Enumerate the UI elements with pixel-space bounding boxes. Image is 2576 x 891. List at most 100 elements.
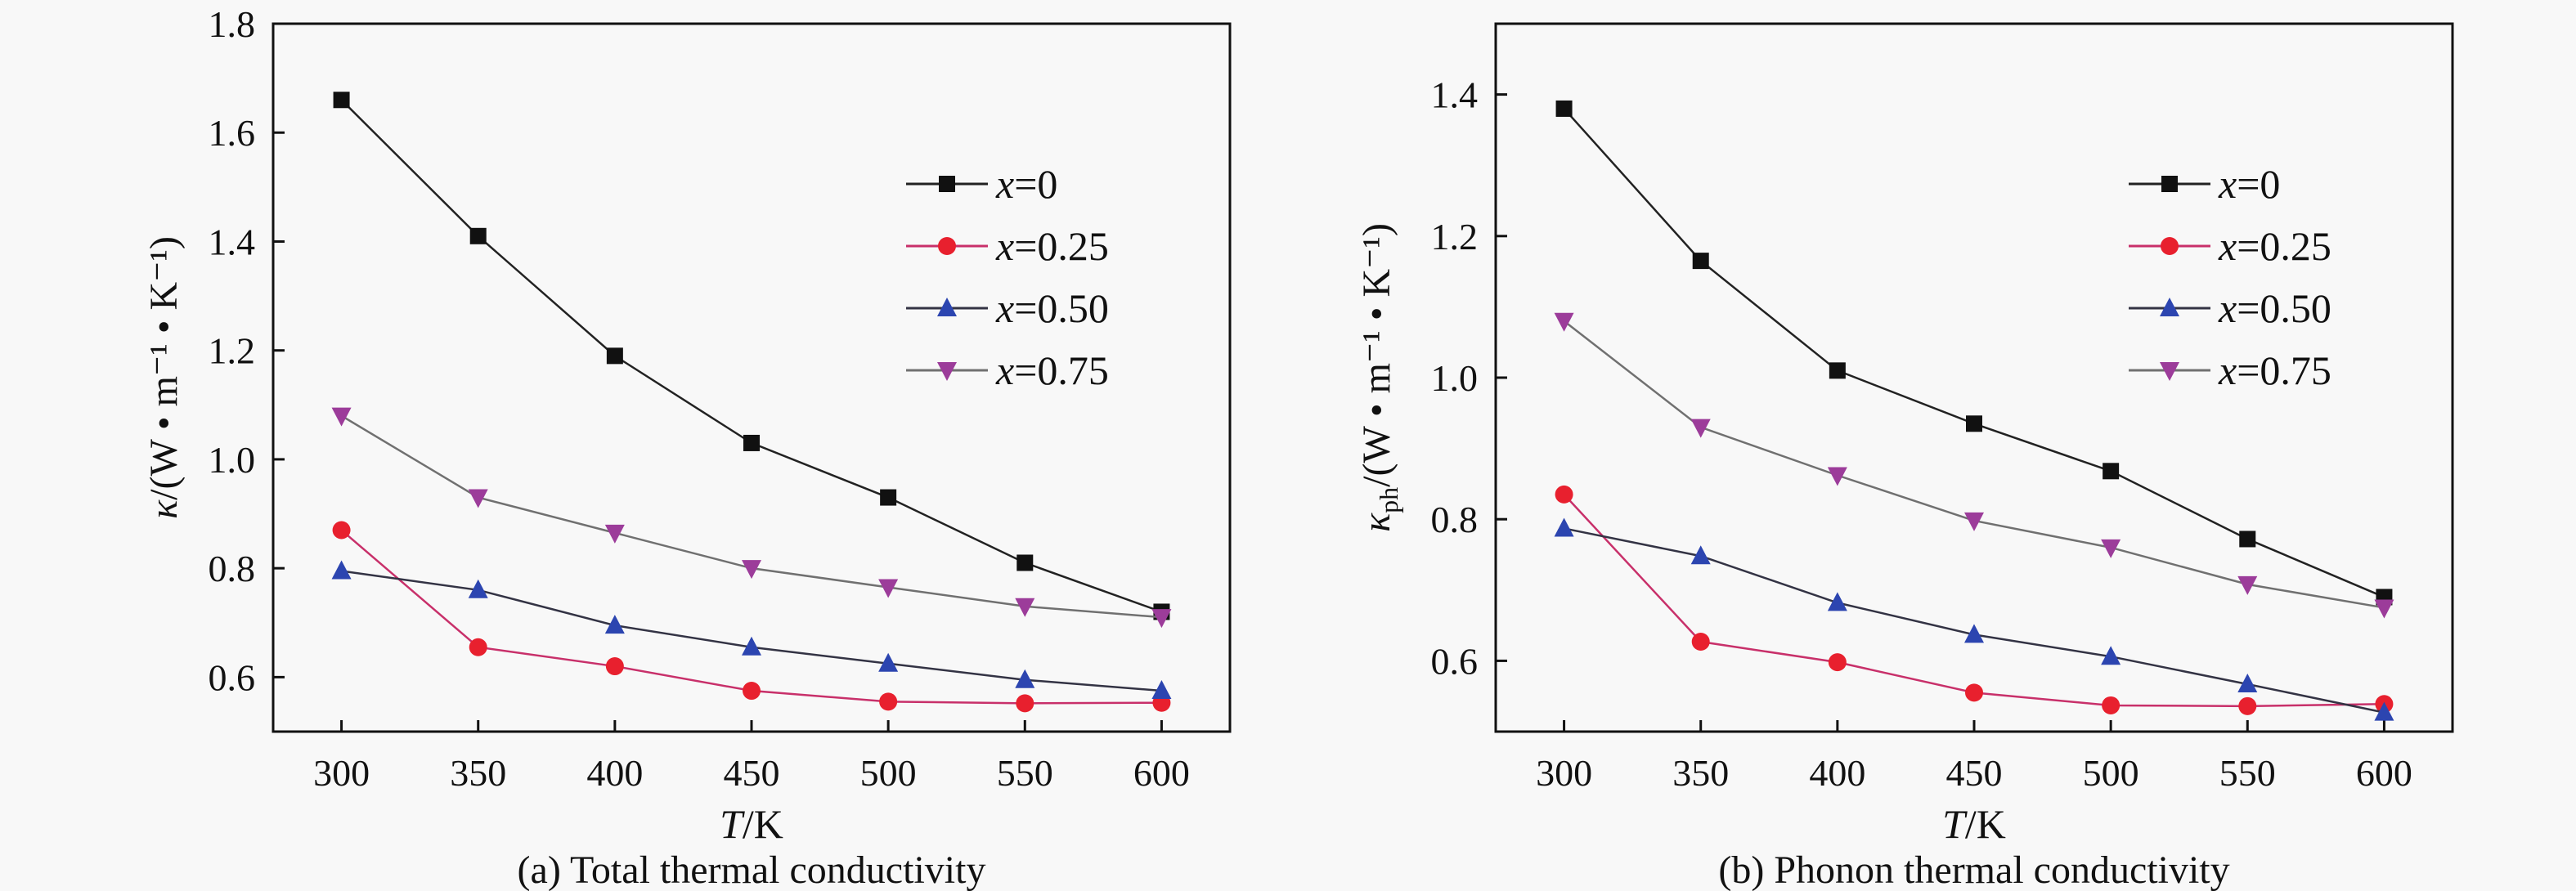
data-point-triangle-down	[2374, 599, 2394, 619]
x-tick-label: 500	[860, 752, 917, 794]
data-point-circle	[2161, 237, 2179, 255]
data-point-square	[743, 434, 760, 451]
data-point-triangle-down	[468, 489, 488, 508]
data-point-triangle-up	[937, 298, 957, 316]
data-point-square	[1966, 415, 1982, 432]
series-line	[341, 570, 1162, 692]
data-point-circle	[332, 521, 351, 540]
data-point-triangle-up	[331, 560, 352, 580]
x-tick-label: 600	[2356, 752, 2412, 794]
x-axis: 300 350 400 450 500 550 600	[313, 720, 1190, 794]
data-point-square	[469, 227, 487, 244]
data-point-square	[1016, 554, 1034, 571]
series-x-0	[333, 92, 1170, 620]
y-tick-label: 1.2	[1431, 216, 1479, 257]
data-point-triangle-up	[1151, 680, 1172, 700]
data-point-triangle-up	[2101, 646, 2121, 665]
data-point-triangle-up	[742, 636, 761, 656]
x-tick-label: 300	[313, 752, 370, 794]
data-point-square	[2103, 463, 2120, 480]
data-point-circle	[2102, 696, 2120, 714]
legend-item: x=0.25	[906, 223, 1109, 269]
y-tick-label: 0.8	[1431, 499, 1479, 540]
legend-item: x=0	[906, 161, 1057, 207]
chart-title: (b) Phonon thermal conductivity	[1718, 848, 2229, 891]
y-tick-label: 1.2	[209, 330, 256, 372]
legend: x=0 x=0.25 x=0.50 x=0.75	[906, 161, 1109, 393]
series-group	[1554, 100, 2394, 721]
data-point-square	[2239, 531, 2256, 548]
x-axis: 300 350 400 450 500 550 600	[1536, 720, 2412, 794]
data-point-square	[1692, 253, 1709, 270]
x-tick-label: 300	[1536, 752, 1592, 794]
data-point-triangle-up	[1554, 517, 1574, 537]
x-tick-label: 400	[586, 752, 643, 794]
data-point-circle	[1691, 633, 1710, 651]
legend-label: x=0	[2218, 161, 2280, 207]
series-x-0-50	[331, 560, 1172, 700]
x-tick-label: 550	[997, 752, 1053, 794]
data-point-triangle-up	[1827, 592, 1847, 611]
y-tick-label: 1.4	[209, 221, 256, 262]
y-tick-label: 1.6	[209, 112, 256, 154]
y-axis-label: κph/(W • m⁻¹ • K⁻¹)	[1355, 223, 1403, 532]
data-point-triangle-down	[2237, 575, 2258, 595]
legend-item: x=0	[2129, 161, 2280, 207]
x-tick-label: 400	[1809, 752, 1865, 794]
x-tick-label: 600	[1133, 752, 1190, 794]
y-axis-label: κ/(W • m⁻¹ • K⁻¹)	[142, 236, 186, 519]
y-tick-label: 0.6	[209, 656, 256, 698]
data-point-triangle-down	[331, 407, 352, 427]
data-point-triangle-down	[1015, 598, 1035, 617]
data-point-square	[2161, 176, 2178, 192]
data-point-square	[606, 347, 623, 365]
legend-label: x=0.50	[2218, 285, 2331, 331]
data-point-triangle-down	[742, 560, 761, 580]
x-tick-label: 350	[450, 752, 506, 794]
legend-label: x=0	[995, 161, 1057, 207]
x-tick-label: 450	[724, 752, 780, 794]
y-tick-label: 1.8	[209, 3, 256, 45]
legend-label: x=0.75	[995, 347, 1109, 393]
legend-item: x=0.75	[2129, 347, 2331, 393]
data-point-square	[880, 489, 897, 506]
legend-label: x=0.50	[995, 285, 1109, 331]
data-point-triangle-down	[1151, 609, 1172, 629]
chart-panel-phonon: 0.6 0.8 1.0 1.2 1.4 300 350 400 450 500 550 600 x=…	[1355, 22, 2454, 891]
data-point-circle	[743, 682, 761, 701]
data-point-triangle-up	[1964, 624, 1984, 643]
series-x-0-75	[1554, 312, 2394, 619]
data-point-triangle-up	[2160, 298, 2179, 316]
series-line	[340, 529, 1162, 705]
data-point-circle	[879, 692, 898, 711]
y-tick-label: 1.0	[1431, 357, 1479, 399]
chart-title: (a) Total thermal conductivity	[518, 848, 986, 891]
data-point-circle	[1016, 694, 1034, 713]
data-point-square	[1555, 100, 1573, 117]
data-point-triangle-down	[1827, 467, 1847, 486]
data-point-triangle-down	[878, 579, 899, 598]
legend-item: x=0.25	[2129, 223, 2331, 269]
data-point-triangle-up	[1015, 669, 1035, 688]
x-tick-label: 450	[1946, 752, 2003, 794]
y-tick-label: 1.0	[209, 439, 256, 481]
data-point-triangle-down	[937, 362, 957, 381]
legend-label: x=0.25	[995, 223, 1109, 269]
x-axis-label: T/K	[720, 801, 783, 847]
x-tick-label: 350	[1672, 752, 1729, 794]
data-point-circle	[2238, 696, 2257, 715]
series-group	[331, 92, 1172, 713]
data-point-triangle-down	[1554, 312, 1574, 332]
legend-item: x=0.50	[906, 285, 1109, 331]
x-axis-label: T/K	[1942, 801, 2006, 847]
legend: x=0 x=0.25 x=0.50 x=0.75	[2129, 161, 2331, 393]
data-point-circle	[469, 638, 487, 656]
data-point-triangle-up	[2237, 673, 2258, 692]
data-point-triangle-up	[878, 652, 899, 672]
legend-label: x=0.25	[2218, 223, 2331, 269]
data-point-square	[333, 92, 350, 109]
y-axis: 0.6 0.8 1.0 1.2 1.4	[1431, 74, 1507, 682]
chart-panel-total: 0.6 0.8 1.0 1.2 1.4 1.6 1.8 300 350 400 450 500 550…	[142, 3, 1232, 891]
data-point-triangle-up	[604, 615, 625, 634]
